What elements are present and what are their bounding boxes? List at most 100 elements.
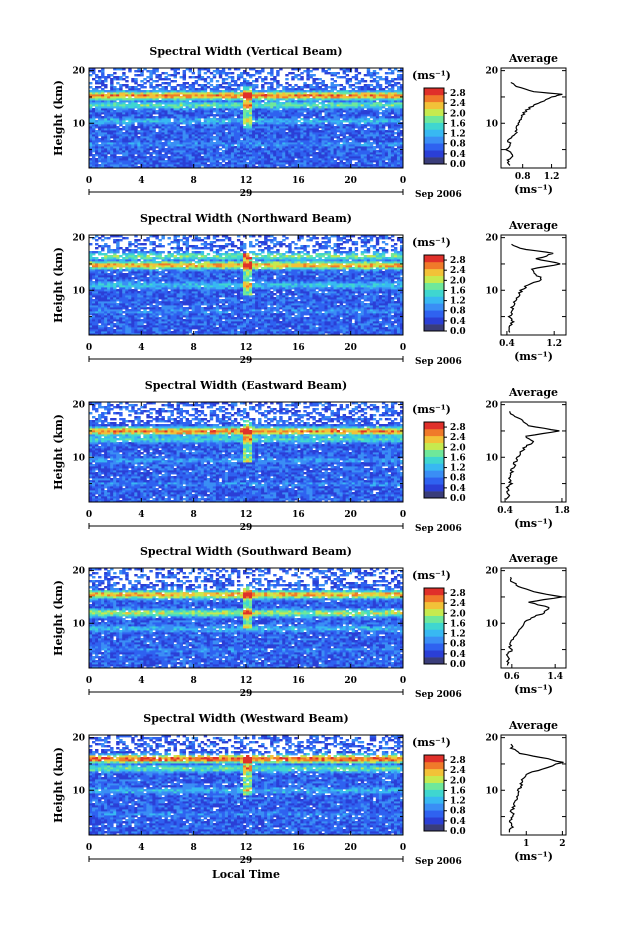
heatmap-cell xyxy=(303,70,306,72)
heatmap-cell xyxy=(312,118,315,120)
heatmap-cell xyxy=(125,76,128,78)
heatmap-cell xyxy=(279,102,282,104)
heatmap-cell xyxy=(240,90,243,92)
heatmap-cell xyxy=(225,82,228,84)
heatmap-cell xyxy=(119,84,122,86)
heatmap-cell xyxy=(210,84,213,86)
heatmap-cell xyxy=(89,74,92,76)
heatmap-cell xyxy=(355,130,358,132)
heatmap-cell xyxy=(255,70,258,72)
heatmap-cell xyxy=(116,88,119,90)
heatmap-cell xyxy=(285,74,288,76)
heatmap-cell xyxy=(349,90,352,92)
heatmap-cell xyxy=(318,78,321,80)
heatmap-cell xyxy=(321,116,324,118)
heatmap-cell xyxy=(373,70,376,72)
heatmap-cell xyxy=(192,82,195,84)
heatmap-cell xyxy=(391,78,394,80)
heatmap-cell xyxy=(249,74,252,76)
heatmap-cell xyxy=(113,86,116,88)
heatmap-cell xyxy=(174,86,177,88)
heatmap-cell xyxy=(352,88,355,90)
heatmap-cell xyxy=(246,80,249,82)
colorbar-segment xyxy=(424,143,444,150)
heatmap-cell xyxy=(134,70,137,72)
heatmap-cell xyxy=(379,76,382,78)
heatmap-cell xyxy=(149,152,152,154)
heatmap-cell xyxy=(116,102,119,104)
heatmap-cell xyxy=(113,110,116,112)
heatmap-cell xyxy=(309,70,312,72)
colorbar-segment xyxy=(424,157,444,164)
heatmap-cell xyxy=(225,132,228,134)
heatmap-cell xyxy=(155,132,158,134)
heatmap-cell xyxy=(95,120,98,122)
heatmap-cell xyxy=(119,76,122,78)
heatmap-cell xyxy=(125,98,128,100)
heatmap-cell xyxy=(397,86,400,88)
heatmap-cell xyxy=(155,80,158,82)
heatmap-cell xyxy=(385,90,388,92)
heatmap-cell xyxy=(168,74,171,76)
heatmap-cell xyxy=(134,156,137,158)
colorbar-tick-label: 2.0 xyxy=(450,109,466,119)
heatmap-cell xyxy=(183,126,186,128)
x-tick-label: 16 xyxy=(292,176,305,186)
day-label: 29 xyxy=(240,189,253,199)
heatmap-cell xyxy=(264,90,267,92)
heatmap-cell xyxy=(158,84,161,86)
heatmap-cell xyxy=(92,78,95,80)
heatmap-cell xyxy=(198,84,201,86)
heatmap-cell xyxy=(225,78,228,80)
heatmap-cell xyxy=(113,329,116,331)
heatmap-cell xyxy=(222,164,225,166)
heatmap-cells xyxy=(89,235,403,335)
heatmap-cell xyxy=(201,156,204,158)
heatmap-cell xyxy=(140,80,143,82)
heatmap-cell xyxy=(358,72,361,74)
heatmap-cell xyxy=(364,84,367,86)
heatmap-cell xyxy=(388,72,391,74)
heatmap-cell xyxy=(95,80,98,82)
heatmap-cell xyxy=(137,136,140,138)
colorbar-tick-label: 2.8 xyxy=(450,89,466,99)
heatmap-cell xyxy=(394,132,397,134)
heatmap-cell xyxy=(343,124,346,126)
heatmap-cell xyxy=(192,72,195,74)
heatmap-cell xyxy=(285,132,288,134)
heatmap-cell xyxy=(297,78,300,80)
heatmap-cell xyxy=(394,82,397,84)
heatmap-cell xyxy=(361,124,364,126)
colorbar-segment xyxy=(424,129,444,136)
heatmap-cell xyxy=(219,84,222,86)
x-tick-label: 8 xyxy=(191,176,197,186)
heatmap-cell xyxy=(216,84,219,86)
heatmap-cell xyxy=(210,72,213,74)
heatmap-cell xyxy=(161,106,164,108)
heatmap-cell xyxy=(382,110,385,112)
heatmap-cell xyxy=(364,74,367,76)
heatmap-cell xyxy=(183,82,186,84)
heatmap-cell xyxy=(152,116,155,118)
heatmap-cell xyxy=(137,88,140,90)
heatmap-cell xyxy=(98,76,101,78)
heatmap-cell xyxy=(195,88,198,90)
heatmap-cell xyxy=(325,70,328,72)
heatmap-cell xyxy=(355,162,358,164)
colorbar-segment xyxy=(424,109,444,116)
heatmap-cell xyxy=(101,88,104,90)
heatmap-cell xyxy=(273,88,276,90)
heatmap-cell xyxy=(370,88,373,90)
heatmap-cell xyxy=(146,70,149,72)
heatmap-cell xyxy=(140,90,143,92)
heatmap-cell xyxy=(98,70,101,72)
heatmap-cell xyxy=(95,130,98,132)
heatmap-cell xyxy=(177,72,180,74)
heatmap-cell xyxy=(300,76,303,78)
heatmap-cell xyxy=(328,86,331,88)
heatmap-cell xyxy=(364,110,367,112)
heatmap-cell xyxy=(373,164,376,166)
heatmap-cell xyxy=(258,70,261,72)
heatmap-cell xyxy=(391,116,394,118)
heatmap-cell xyxy=(321,88,324,90)
